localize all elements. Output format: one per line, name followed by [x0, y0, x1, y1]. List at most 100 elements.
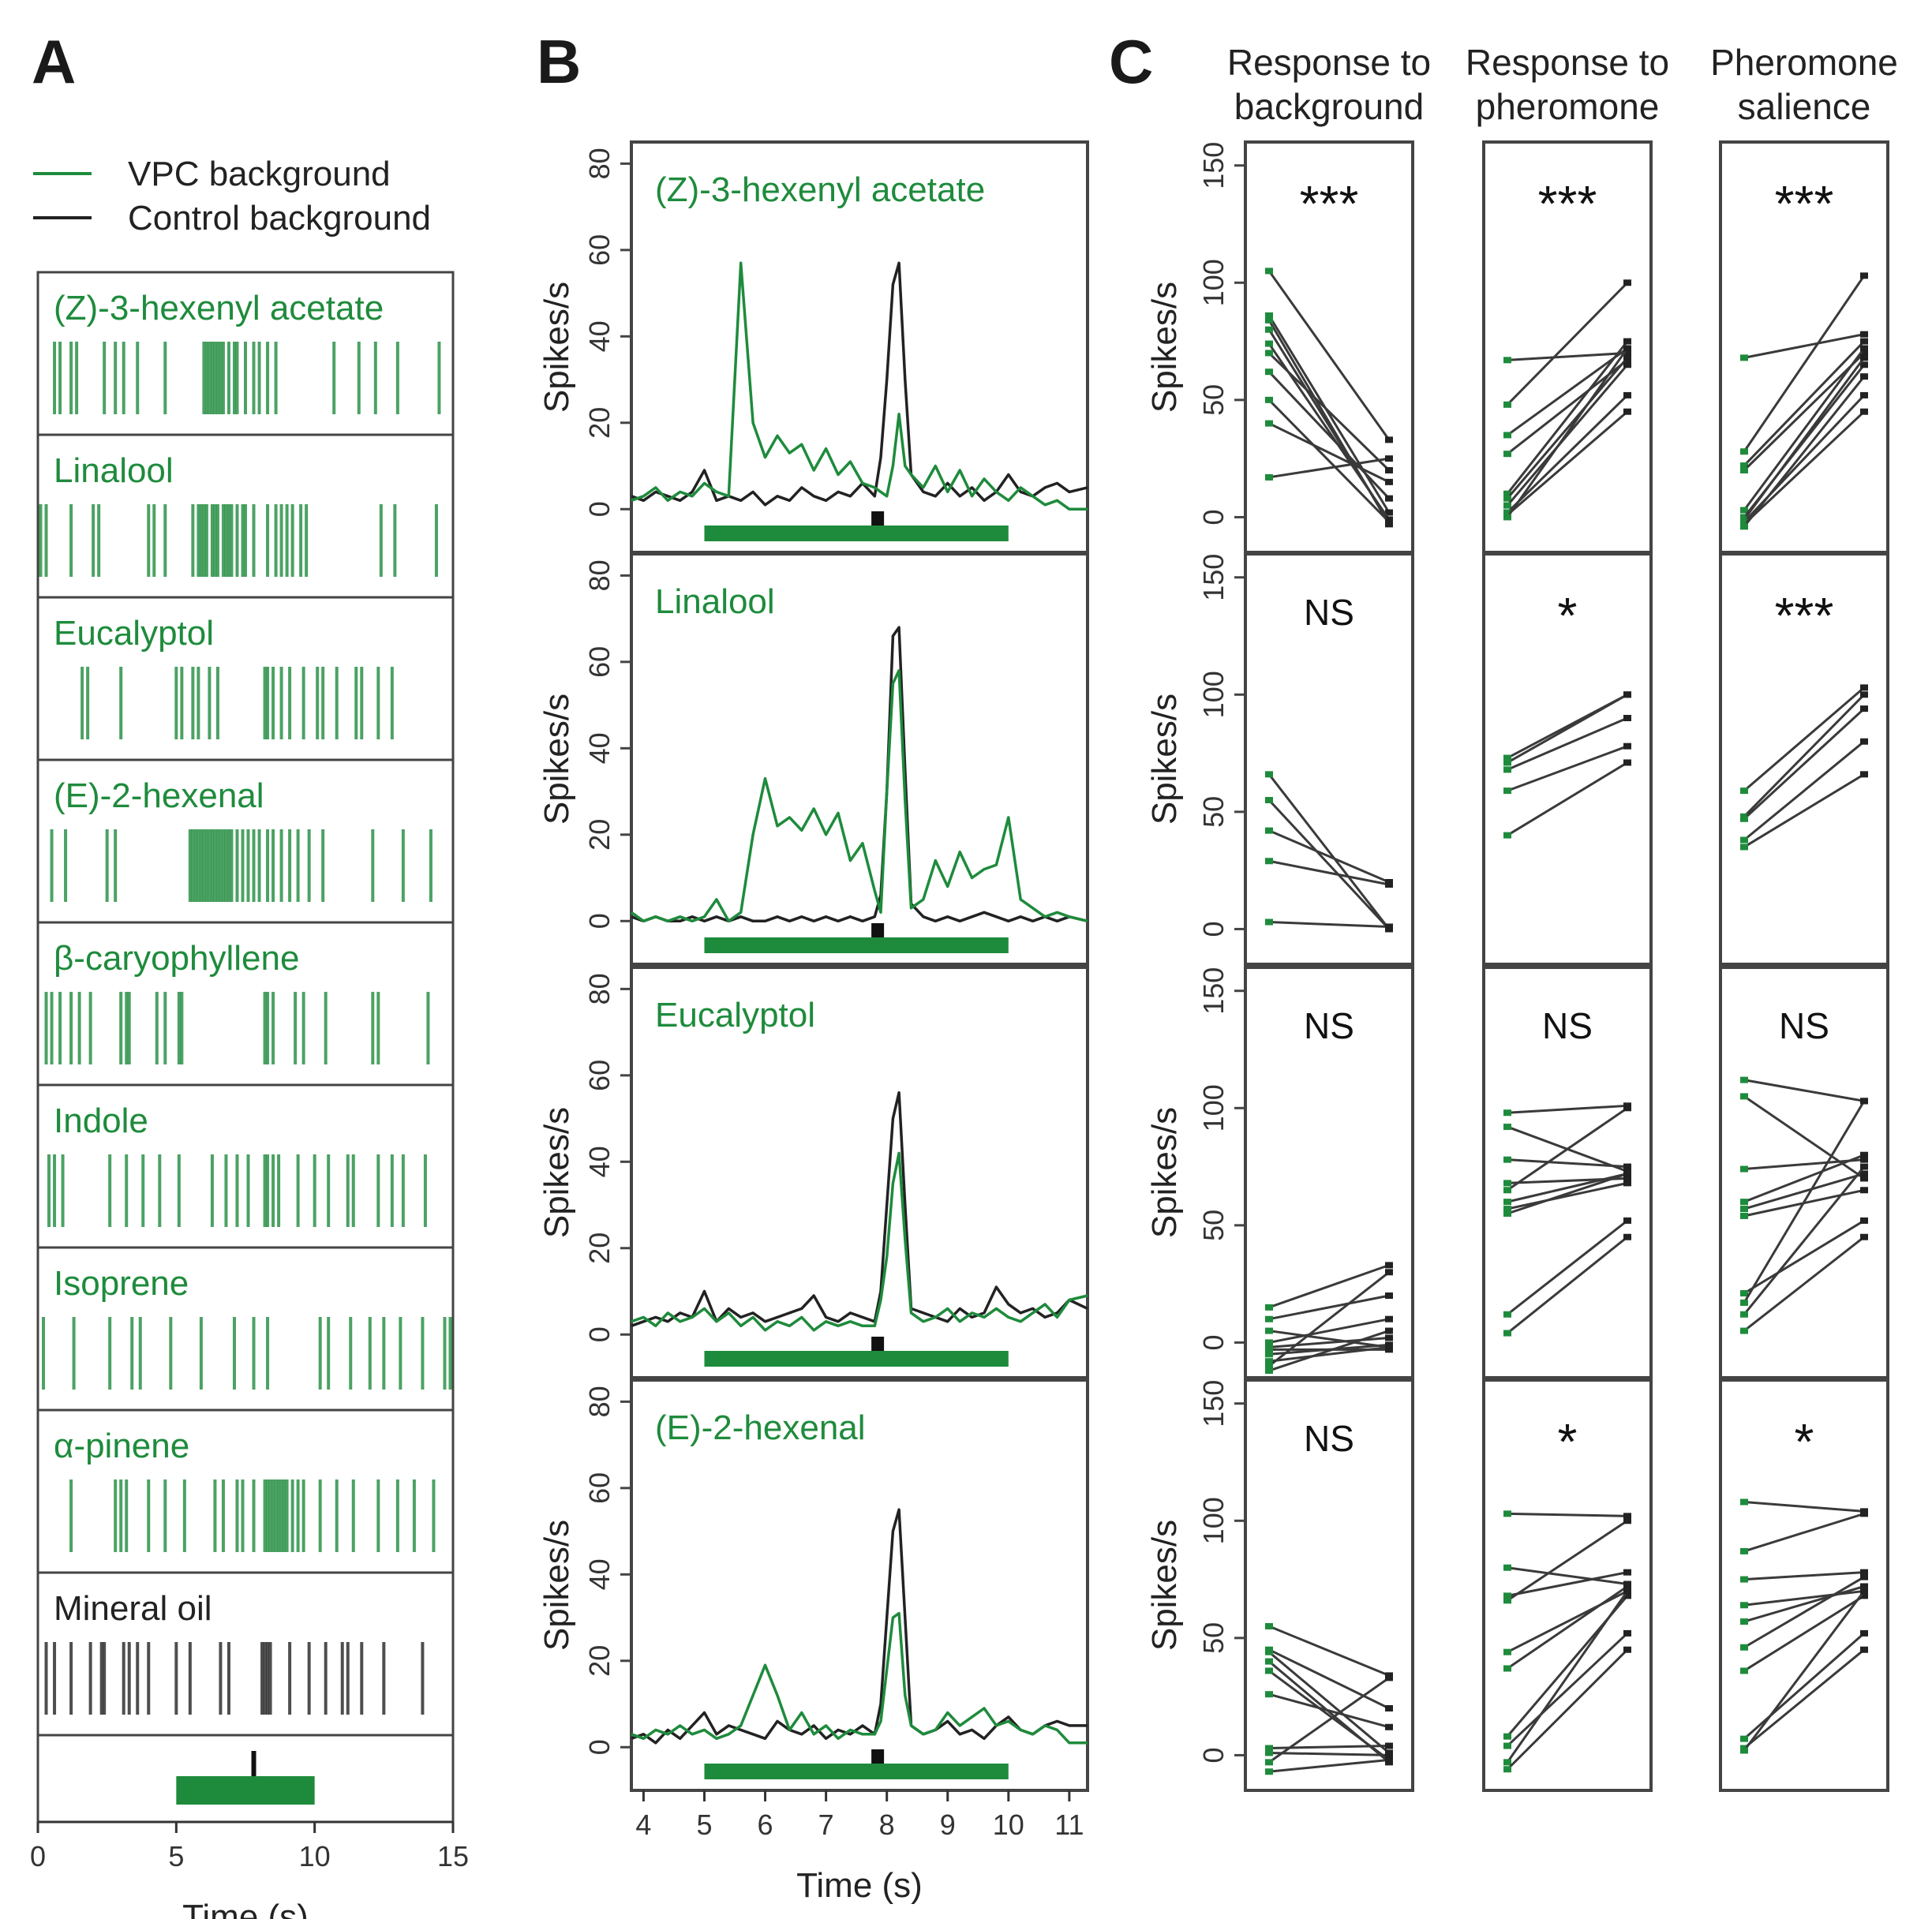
- significance-label: *: [1558, 1413, 1578, 1470]
- paired-line: [1506, 1590, 1629, 1764]
- paired-line: [1267, 773, 1391, 930]
- control-point: [1385, 1752, 1393, 1759]
- paired-frame: [1244, 1378, 1414, 1792]
- y-tick-label: 20: [583, 1233, 616, 1264]
- paired-line: [1743, 1512, 1865, 1553]
- paired-line: [1506, 394, 1629, 514]
- paired-line: [1743, 1571, 1865, 1581]
- vpc-point: [1503, 1665, 1511, 1672]
- raster-odor-label: Eucalyptol: [54, 614, 214, 653]
- paired-line: [1507, 761, 1628, 836]
- vpc-point: [1740, 467, 1748, 473]
- vpc-point: [1503, 1187, 1511, 1194]
- pheromone-pulse-marker: [871, 923, 885, 937]
- control-point: [1623, 759, 1631, 766]
- y-tick-label: 0: [583, 501, 616, 517]
- control-point: [1623, 1170, 1631, 1177]
- vpc-point: [1740, 523, 1748, 530]
- paired-line: [1507, 1566, 1628, 1586]
- significance-label: NS: [1542, 1005, 1593, 1046]
- vpc-point: [1503, 432, 1511, 439]
- y-tick-label: 150: [1197, 967, 1230, 1015]
- y-tick-label: 40: [583, 1146, 616, 1177]
- control-point: [1860, 1175, 1868, 1182]
- paired-line: [1268, 1330, 1390, 1349]
- psth-odor-label: Eucalyptol: [655, 996, 815, 1034]
- paired-line: [1743, 1595, 1865, 1672]
- vpc-point: [1265, 396, 1273, 403]
- paired-line: [1267, 270, 1391, 441]
- x-tick-label: 15: [437, 1840, 469, 1872]
- y-tick-label: 100: [1197, 671, 1230, 718]
- raster-odor-label: Mineral oil: [54, 1589, 212, 1628]
- paired-frame: [1244, 552, 1414, 966]
- paired-line: [1507, 1219, 1628, 1315]
- control-point: [1623, 1163, 1631, 1170]
- paired-line: [1743, 1648, 1865, 1749]
- paired-line: [1507, 716, 1628, 771]
- vpc-point: [1503, 1592, 1511, 1599]
- vpc-point: [1503, 502, 1511, 509]
- paired-line: [1507, 1104, 1628, 1114]
- vpc-point: [1265, 1304, 1273, 1311]
- control-point: [1623, 1180, 1631, 1187]
- paired-line: [1743, 340, 1866, 467]
- vpc-point: [1740, 1206, 1748, 1213]
- control-point: [1623, 1592, 1631, 1599]
- vpc-point: [1265, 1759, 1273, 1766]
- psth-odor-label: (E)-2-hexenal: [655, 1408, 866, 1447]
- paired-line: [1268, 1758, 1390, 1773]
- control-point: [1385, 1292, 1393, 1299]
- vpc-point: [1265, 1623, 1273, 1629]
- vpc-point: [1503, 766, 1511, 773]
- vpc-point: [1503, 1311, 1511, 1318]
- y-tick-label: 60: [583, 1060, 616, 1091]
- vpc-point: [1265, 918, 1273, 926]
- legend-label: Control background: [128, 199, 431, 238]
- control-point: [1860, 1170, 1868, 1177]
- psth-frame: [630, 552, 1089, 966]
- panel-a-raster: VPC background Control background (Z)-3-he…: [30, 155, 469, 1919]
- vpc-series-line: [631, 1611, 1088, 1745]
- vpc-point: [1503, 401, 1511, 408]
- paired-line: [1267, 352, 1391, 472]
- control-point: [1860, 338, 1868, 345]
- significance-label: *: [1795, 1413, 1814, 1470]
- vpc-point: [1503, 759, 1511, 766]
- control-point: [1623, 1588, 1631, 1595]
- column-header: Response to: [1466, 42, 1669, 83]
- paired-line: [1267, 398, 1391, 523]
- y-tick-label: 60: [583, 1472, 616, 1504]
- x-tick-label: 5: [696, 1809, 712, 1841]
- vpc-point: [1265, 827, 1273, 834]
- stimulus-bar: [176, 1776, 315, 1805]
- psth-odor-label: (Z)-3-hexenyl acetate: [655, 170, 985, 209]
- paired-line: [1743, 1576, 1865, 1649]
- vpc-point: [1740, 1747, 1748, 1754]
- control-point: [1385, 509, 1393, 516]
- stimulus-bar: [704, 937, 1009, 953]
- paired-line: [1507, 1571, 1628, 1597]
- paired-line: [1506, 282, 1629, 406]
- y-tick-label: 50: [1197, 1210, 1230, 1241]
- vpc-point: [1265, 771, 1273, 778]
- vpc-point: [1740, 462, 1748, 469]
- control-point: [1623, 361, 1631, 368]
- paired-frame: [1482, 966, 1653, 1379]
- control-point: [1385, 478, 1393, 485]
- psth-frame: [630, 1378, 1089, 1792]
- vpc-series-line: [630, 669, 1088, 923]
- y-tick-label: 40: [583, 1558, 616, 1590]
- paired-line: [1743, 1158, 1865, 1171]
- control-point: [1860, 1098, 1868, 1105]
- psth-x-axis-title: Time (s): [796, 1866, 923, 1905]
- control-point: [1623, 354, 1631, 361]
- paired-line: [1268, 1693, 1390, 1729]
- vpc-point: [1503, 832, 1511, 839]
- control-point: [1623, 1105, 1631, 1112]
- vpc-point: [1503, 490, 1511, 497]
- paired-line: [1743, 1100, 1866, 1304]
- paired-line: [1507, 347, 1628, 436]
- significance-label: ***: [1538, 175, 1597, 232]
